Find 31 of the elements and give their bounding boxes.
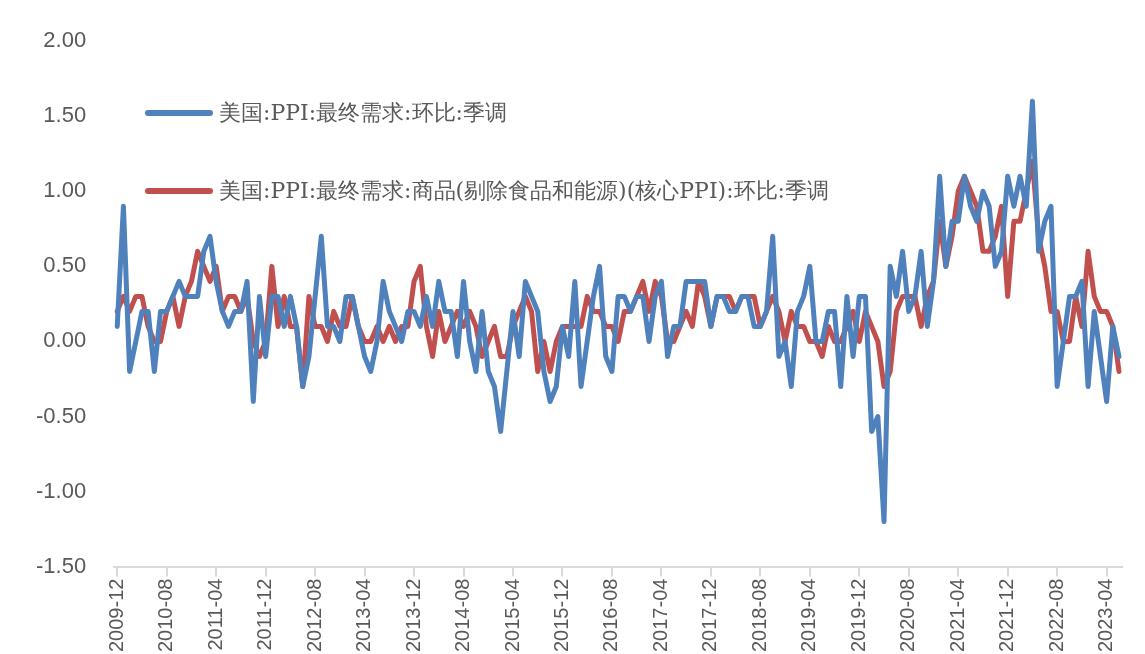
x-tick-label: 2009-12	[104, 578, 127, 653]
x-tick-label: 2019-04	[797, 578, 820, 653]
x-tick-label: 2021-04	[945, 578, 968, 653]
x-tick-label: 2011-12	[253, 578, 276, 651]
x-tick-label: 2018-08	[747, 578, 770, 653]
x-tick-label: 2023-04	[1094, 578, 1117, 653]
x-tick-label: 2010-08	[154, 578, 177, 653]
y-tick-label: -1.00	[35, 477, 87, 503]
y-tick-label: 2.00	[43, 27, 87, 53]
x-tick-label: 2020-08	[896, 578, 919, 653]
y-tick-label: -0.50	[35, 402, 87, 428]
x-tick-label: 2013-12	[401, 578, 424, 653]
x-tick-label: 2015-12	[549, 578, 572, 653]
x-tick-label: 2011-04	[203, 578, 226, 651]
y-tick-label: 0.00	[43, 327, 87, 353]
x-tick-label: 2014-08	[451, 578, 474, 653]
legend-label: 美国:PPI:最终需求:商品(剔除食品和能源)(核心PPI):环比:季调	[219, 177, 829, 205]
x-tick-label: 2016-08	[599, 578, 622, 653]
y-tick-label: 0.50	[43, 252, 87, 278]
x-tick-label: 2017-12	[698, 578, 721, 653]
x-tick-label: 2015-04	[500, 578, 523, 653]
x-tick-label: 2021-12	[995, 578, 1018, 653]
y-tick-label: 1.50	[43, 102, 87, 128]
x-tick-label: 2012-08	[302, 578, 325, 653]
y-tick-label: 1.00	[43, 177, 87, 203]
legend-label: 美国:PPI:最终需求:环比:季调	[219, 99, 507, 127]
x-tick-label: 2017-04	[648, 578, 671, 653]
x-tick-label: 2019-12	[846, 578, 869, 653]
y-tick-label: -1.50	[35, 552, 87, 578]
x-tick-label: 2022-08	[1044, 578, 1067, 653]
x-tick-label: 2013-04	[352, 578, 375, 653]
